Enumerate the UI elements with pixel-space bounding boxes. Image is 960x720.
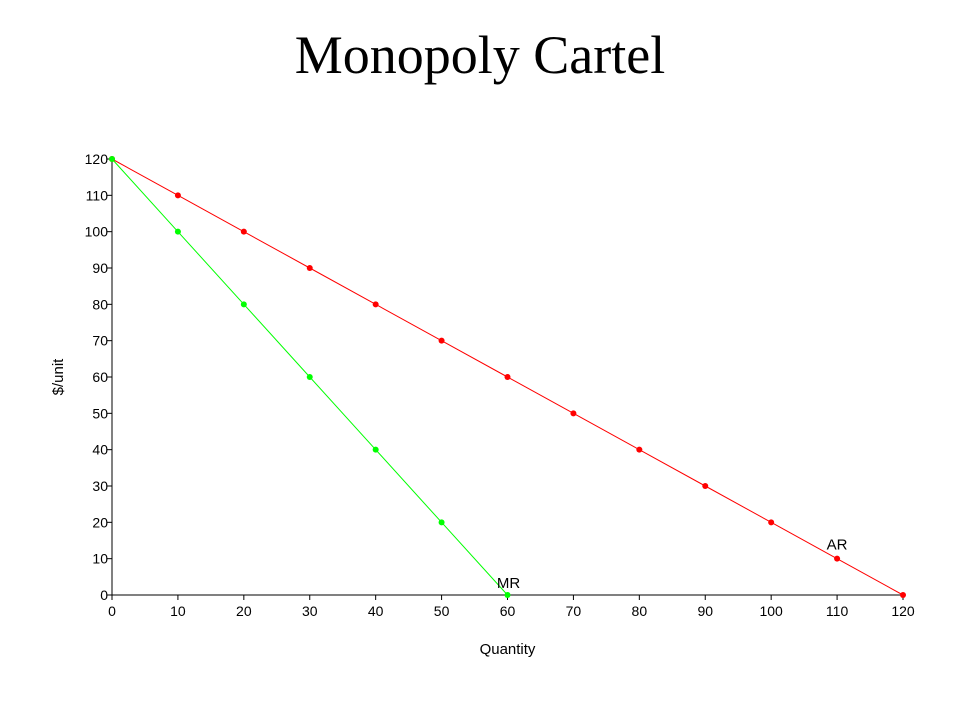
- y-tick-label: 40: [92, 442, 108, 458]
- x-tick-label: 50: [434, 603, 450, 619]
- x-tick-label: 120: [891, 603, 915, 619]
- x-tick-label: 110: [826, 603, 849, 619]
- mr-point: [174, 228, 181, 235]
- mr-series-label: MR: [497, 575, 520, 592]
- ar-point: [372, 301, 379, 308]
- x-tick-label: 60: [500, 603, 516, 619]
- y-tick-label: 80: [92, 296, 108, 312]
- x-tick-label: 100: [759, 603, 783, 619]
- x-tick-label: 70: [566, 603, 582, 619]
- mr-point: [438, 519, 445, 526]
- mr-point: [109, 156, 115, 162]
- ar-point: [438, 337, 445, 344]
- x-tick-label: 80: [632, 603, 648, 619]
- ar-point: [174, 192, 181, 199]
- x-tick-label: 30: [302, 603, 318, 619]
- mr-point: [504, 592, 511, 598]
- ar-point: [768, 519, 775, 526]
- ar-point: [900, 592, 906, 598]
- y-tick-label: 10: [92, 551, 108, 567]
- ar-point: [504, 374, 511, 380]
- x-axis-label: Quantity: [480, 641, 536, 658]
- y-tick-label: 0: [100, 587, 108, 603]
- mr-point: [240, 301, 247, 308]
- ar-point: [570, 410, 577, 417]
- ar-point: [834, 555, 841, 562]
- x-tick-label: 10: [170, 603, 186, 619]
- y-tick-label: 100: [85, 224, 109, 240]
- ar-point: [306, 265, 313, 271]
- x-tick-label: 90: [697, 603, 713, 619]
- y-tick-label: 120: [85, 151, 109, 167]
- y-tick-label: 50: [92, 405, 108, 421]
- chart-axes: 0 10 20 30 40 50 60 70 80 90 100 110 120 0 10 20 30 40 50 6…: [85, 151, 915, 619]
- ar-point: [636, 446, 643, 453]
- x-tick-label: 0: [108, 603, 116, 619]
- ar-point: [702, 483, 709, 489]
- y-tick-label: 70: [92, 333, 108, 349]
- slide-title: Monopoly Cartel: [294, 25, 666, 85]
- y-tick-label: 30: [92, 478, 108, 494]
- y-tick-label: 110: [86, 187, 109, 203]
- x-tick-label: 40: [368, 603, 384, 619]
- x-tick-label: 20: [236, 603, 252, 619]
- ar-series-label: AR: [827, 537, 848, 554]
- mr-point: [306, 374, 313, 380]
- ar-point: [240, 228, 247, 235]
- y-axis-label: $/unit: [50, 358, 67, 396]
- chart-series: AR MR: [109, 156, 906, 598]
- mr-point: [372, 446, 379, 453]
- y-tick-label: 90: [92, 260, 108, 276]
- y-tick-label: 60: [92, 369, 108, 385]
- y-tick-label: 20: [92, 514, 108, 530]
